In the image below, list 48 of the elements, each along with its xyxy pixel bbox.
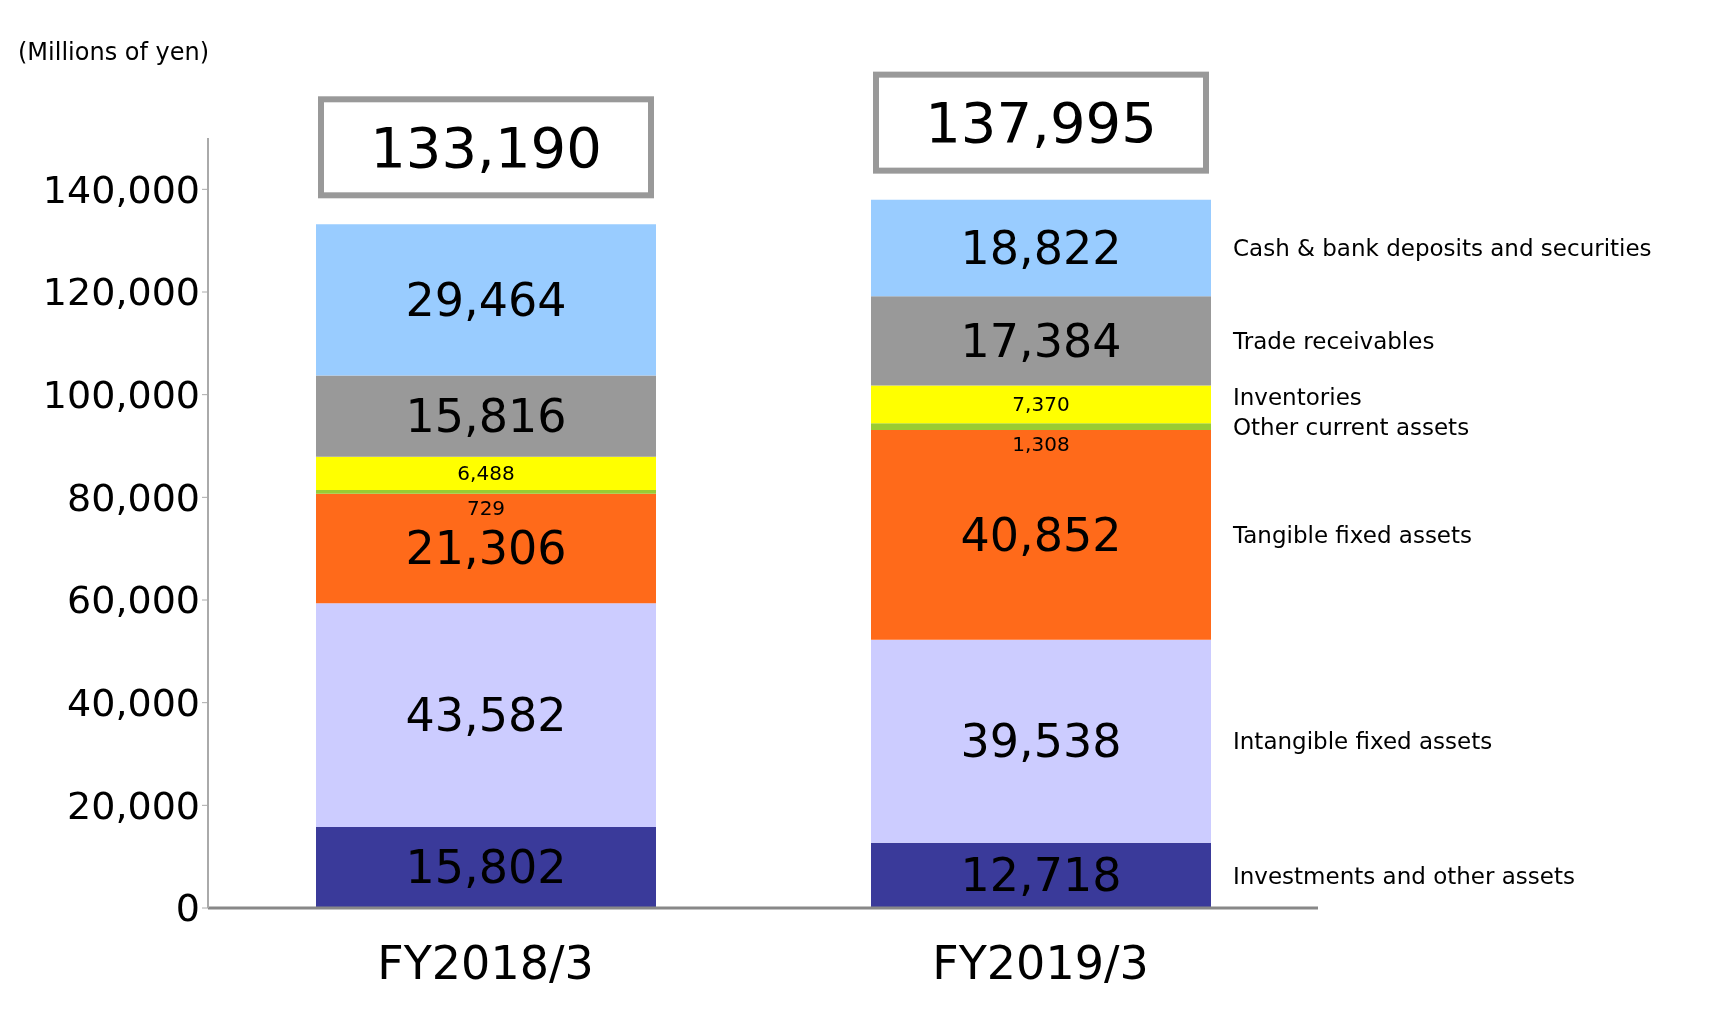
y-tick-label: 80,000 — [67, 475, 200, 520]
y-axis-title: (Millions of yen) — [18, 38, 210, 66]
data-label: 43,582 — [405, 688, 567, 743]
bar — [316, 493, 656, 604]
data-label: 729 — [466, 495, 506, 520]
y-tick-label: 60,000 — [67, 578, 200, 623]
bar — [871, 296, 1211, 386]
data-label: 15,816 — [405, 389, 567, 444]
data-label: 18,822 — [960, 220, 1122, 275]
data-label: 7,370 — [1012, 392, 1070, 417]
data-label: 17,384 — [960, 313, 1122, 368]
bar — [316, 603, 656, 827]
bar — [871, 639, 1211, 843]
bar — [316, 375, 656, 457]
data-label: 12,718 — [960, 848, 1122, 903]
series-label: Intangible fixed assets — [1233, 728, 1493, 755]
bar — [871, 385, 1211, 424]
bar — [316, 490, 656, 494]
bar — [316, 224, 656, 376]
y-tick-label: 40,000 — [67, 681, 200, 726]
data-label: 15,802 — [405, 840, 567, 895]
total-label: 133,190 — [370, 114, 602, 180]
bar — [871, 842, 1211, 908]
x-tick-label: FY2018/3 — [377, 935, 594, 990]
y-tick-label: 100,000 — [42, 373, 200, 418]
series-label: Investments and other assets — [1233, 862, 1575, 889]
y-tick-label: 20,000 — [67, 783, 200, 828]
series-label: Inventories — [1233, 383, 1362, 410]
bar — [871, 423, 1211, 431]
bar — [316, 826, 656, 908]
series-label: Cash & bank deposits and securities — [1233, 235, 1652, 262]
y-tick-label: 0 — [175, 886, 200, 931]
series-label: Other current assets — [1233, 413, 1470, 440]
bar — [316, 456, 656, 491]
x-tick-label: FY2019/3 — [932, 935, 1149, 990]
y-tick-label: 120,000 — [42, 270, 200, 315]
total-label: 137,995 — [925, 90, 1157, 156]
bar — [871, 199, 1211, 297]
bar — [871, 430, 1211, 640]
data-label: 39,538 — [960, 714, 1122, 769]
data-label: 29,464 — [405, 272, 567, 327]
data-label: 40,852 — [960, 507, 1122, 562]
data-label: 1,308 — [1012, 432, 1070, 457]
series-label: Trade receivables — [1232, 328, 1435, 355]
series-label: Tangible fixed assets — [1232, 522, 1473, 549]
y-tick-label: 140,000 — [42, 167, 200, 212]
data-label: 21,306 — [405, 521, 567, 576]
data-label: 6,488 — [457, 461, 515, 486]
